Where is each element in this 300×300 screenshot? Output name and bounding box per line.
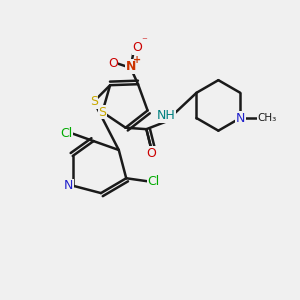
Text: O: O [146, 147, 156, 160]
Text: S: S [90, 95, 98, 108]
Text: N: N [236, 112, 245, 124]
Text: Cl: Cl [147, 175, 160, 188]
Text: S: S [98, 106, 106, 118]
Text: Cl: Cl [60, 127, 72, 140]
Text: O: O [132, 41, 142, 55]
Text: ⁻: ⁻ [141, 36, 147, 46]
Text: N: N [64, 179, 73, 192]
Text: CH₃: CH₃ [257, 113, 277, 123]
Text: O: O [108, 57, 118, 70]
Text: +: + [133, 55, 141, 64]
Text: NH: NH [157, 109, 176, 122]
Text: N: N [125, 60, 136, 73]
